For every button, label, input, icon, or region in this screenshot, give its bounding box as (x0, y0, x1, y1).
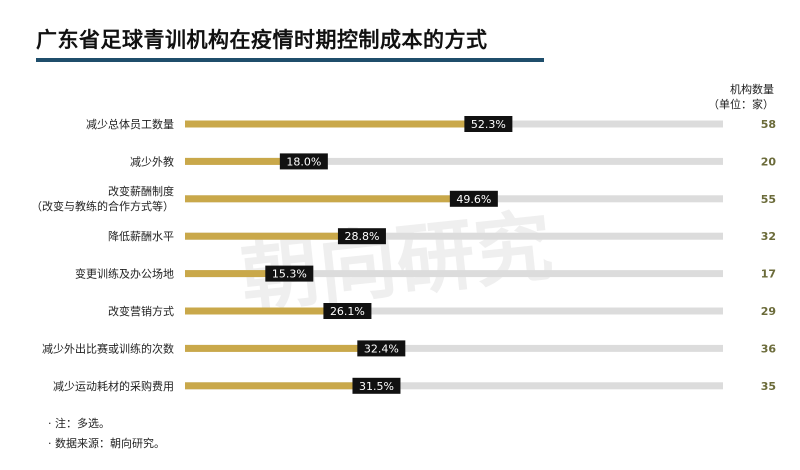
value-label: 32.4% (364, 342, 399, 355)
bar-track (185, 270, 723, 278)
category-label: 变更训练及办公场地 (75, 267, 174, 281)
count-value: 32 (761, 230, 776, 243)
note-multi-select: · 注：多选。 (48, 417, 110, 430)
value-label: 49.6% (456, 193, 491, 206)
bar (185, 120, 467, 128)
value-label-box (464, 116, 513, 132)
count-value: 20 (761, 155, 777, 168)
category-label: 降低薪酬水平 (108, 229, 174, 243)
value-label-box (337, 228, 386, 245)
chart-title: 广东省足球青训机构在疫情时期控制成本的方式 (36, 28, 488, 52)
bar (185, 307, 326, 315)
count-value: 55 (761, 193, 776, 206)
category-label: 减少外出比赛或训练的次数 (42, 341, 174, 355)
value-label-box (279, 153, 328, 170)
count-header: 机构数量 （单位：家） (708, 82, 774, 112)
count-value: 58 (761, 118, 776, 131)
category-label: 改变营销方式 (108, 304, 174, 318)
bar (185, 382, 355, 390)
note-source: · 数据来源：朝向研究。 (48, 437, 165, 450)
value-label: 26.1% (330, 305, 365, 318)
value-label-box (352, 377, 401, 394)
bar-track (185, 307, 723, 315)
title-underline (36, 58, 544, 62)
value-label-box (357, 340, 406, 357)
count-value: 36 (761, 342, 777, 355)
value-label-box (323, 303, 372, 319)
count-header-line1: 机构数量 (730, 83, 774, 96)
value-label: 15.3% (272, 268, 307, 281)
category-label: 减少运动耗材的采购费用 (53, 379, 174, 393)
category-label: （改变与教练的合作方式等） (31, 199, 174, 213)
bar (185, 232, 340, 240)
value-label: 28.8% (344, 230, 379, 243)
value-label: 18.0% (286, 155, 321, 168)
bar-track (185, 382, 723, 390)
count-value: 29 (761, 305, 776, 318)
category-label: 改变薪酬制度 (108, 184, 174, 198)
bar (185, 157, 282, 165)
category-label: 减少总体员工数量 (86, 117, 174, 131)
value-label: 31.5% (359, 380, 394, 393)
value-label-box (265, 265, 314, 282)
bar-track (185, 157, 723, 165)
value-label-box (449, 190, 498, 207)
value-label: 52.3% (471, 118, 506, 131)
category-label: 减少外教 (130, 155, 174, 168)
bar-track (185, 232, 723, 240)
bar (185, 195, 452, 203)
count-header-line2: （单位：家） (708, 98, 774, 111)
count-value: 17 (761, 268, 776, 281)
bar (185, 270, 268, 278)
bar (185, 344, 360, 352)
count-value: 35 (761, 380, 776, 393)
footnotes: · 注：多选。 · 数据来源：朝向研究。 (48, 414, 165, 454)
bar-track (185, 344, 723, 352)
